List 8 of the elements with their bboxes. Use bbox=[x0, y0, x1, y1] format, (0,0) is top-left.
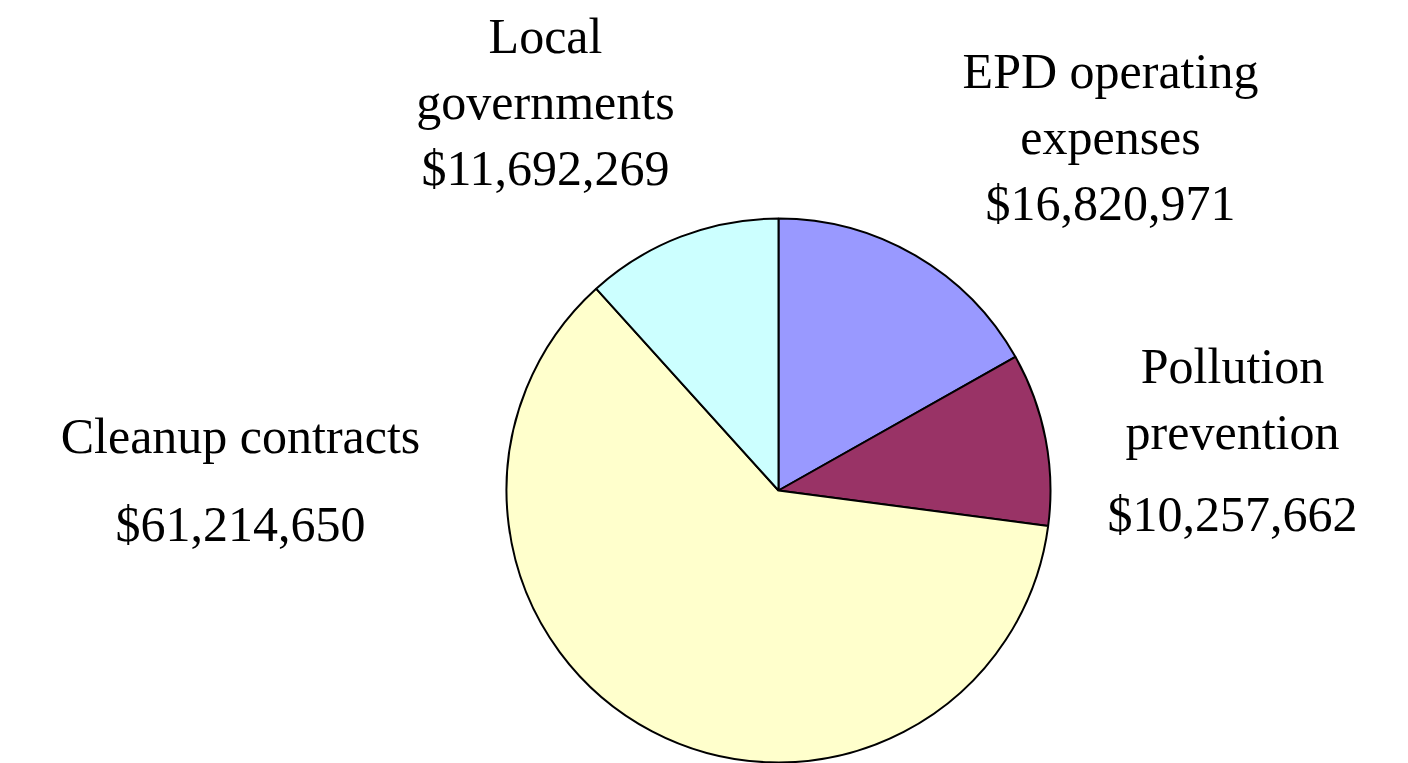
data-label: $11,692,269 bbox=[421, 139, 670, 196]
slice-label: Cleanup contracts bbox=[60, 407, 421, 464]
data-label: $10,257,662 bbox=[1107, 485, 1358, 542]
slice-label: Pollution prevention bbox=[1125, 337, 1340, 460]
slice-label: EPD operating expenses bbox=[962, 42, 1259, 165]
slice-label: Local governments bbox=[416, 7, 675, 130]
data-label: $16,820,971 bbox=[985, 174, 1236, 231]
data-label: $61,214,650 bbox=[115, 495, 366, 552]
